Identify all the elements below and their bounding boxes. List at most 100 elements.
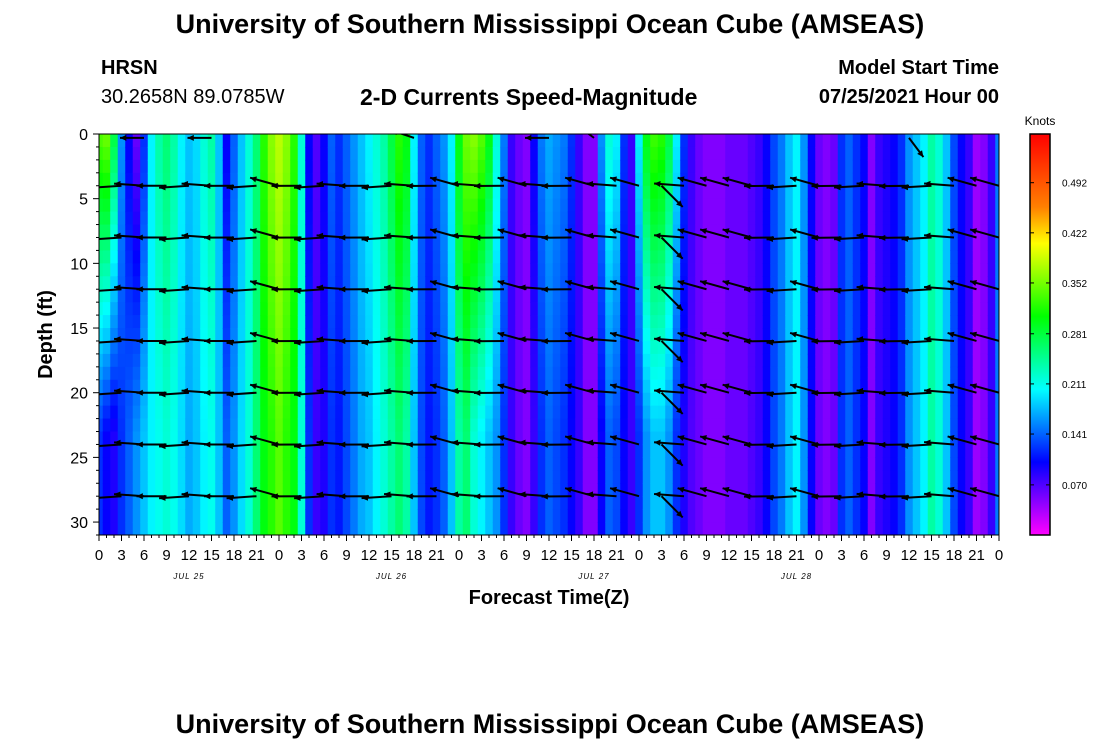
- heat-cell: [515, 522, 524, 535]
- heat-cell: [845, 328, 854, 342]
- heat-cell: [845, 444, 854, 458]
- station-coordinates: 30.2658N 89.0785W: [101, 86, 285, 108]
- heat-cell: [920, 159, 929, 174]
- heat-cell: [267, 172, 276, 187]
- heat-cell: [462, 483, 471, 497]
- heat-cell: [987, 522, 996, 535]
- heat-cell: [845, 146, 854, 161]
- heat-cell: [275, 405, 284, 420]
- current-vector: [226, 236, 257, 243]
- heat-cell: [365, 315, 374, 329]
- heat-cell: [755, 496, 764, 510]
- heat-cell: [695, 276, 704, 290]
- heat-cell: [312, 483, 321, 497]
- heat-cell: [837, 366, 846, 381]
- heat-cell: [620, 211, 629, 226]
- current-vector: [766, 494, 797, 501]
- heat-cell: [897, 198, 906, 213]
- heat-cell: [642, 289, 651, 303]
- heat-cell: [957, 483, 966, 497]
- heat-cell: [530, 483, 539, 497]
- heat-cell: [117, 522, 126, 535]
- heat-cell: [830, 302, 839, 316]
- heat-cell: [942, 263, 951, 277]
- current-vector-head: [947, 176, 955, 183]
- heat-cell: [807, 276, 816, 290]
- current-vector-head: [474, 389, 481, 396]
- heat-cell: [957, 379, 966, 394]
- heat-cell: [927, 159, 936, 174]
- heat-cell: [545, 522, 554, 535]
- heat-cell: [207, 405, 216, 420]
- heat-cell: [312, 250, 321, 264]
- heat-cell: [725, 263, 734, 277]
- heat-cell: [747, 289, 756, 303]
- current-vector-head: [586, 232, 594, 239]
- heat-cell: [702, 134, 711, 148]
- heat-cell: [882, 353, 891, 368]
- heat-cell: [282, 483, 291, 497]
- heat-cell: [267, 353, 276, 368]
- heat-cell: [410, 496, 419, 510]
- heat-cell: [275, 224, 284, 239]
- heat-cell: [800, 289, 809, 303]
- heat-cell: [357, 276, 366, 290]
- heat-cell: [447, 263, 456, 277]
- heat-cell: [980, 328, 989, 342]
- heat-cell: [912, 237, 921, 252]
- heat-cell: [252, 496, 261, 510]
- heat-cell: [732, 146, 741, 161]
- heat-cell: [605, 405, 614, 420]
- heat-cell: [567, 353, 576, 368]
- heat-cell: [470, 263, 479, 277]
- current-vector: [969, 383, 999, 394]
- heat-cell: [365, 250, 374, 264]
- heat-cell: [590, 444, 599, 458]
- heat-cell: [357, 379, 366, 394]
- heat-cell: [935, 172, 944, 187]
- heat-cell: [957, 405, 966, 420]
- heat-cell: [545, 172, 554, 187]
- current-vector: [120, 134, 144, 141]
- heat-cell: [357, 315, 366, 329]
- heat-cell: [755, 224, 764, 239]
- heat-cell: [552, 340, 561, 355]
- heat-cell: [245, 340, 254, 355]
- heat-cell: [800, 522, 809, 535]
- heat-cell: [785, 483, 794, 497]
- current-vector-head: [811, 234, 818, 241]
- heat-cell: [455, 289, 464, 303]
- heat-cell: [807, 315, 816, 329]
- heat-cell: [770, 289, 779, 303]
- heat-cell: [770, 405, 779, 420]
- heat-cell: [597, 431, 606, 446]
- heat-cell: [972, 496, 981, 510]
- heat-cell: [207, 211, 216, 226]
- heat-cell: [312, 276, 321, 290]
- heat-cell: [867, 340, 876, 355]
- heat-cell: [605, 522, 614, 535]
- heat-cell: [252, 146, 261, 161]
- heat-cell: [99, 263, 104, 277]
- heat-cell: [402, 340, 411, 355]
- heat-cell: [912, 496, 921, 510]
- heat-cell: [237, 250, 246, 264]
- heat-cell: [537, 328, 546, 342]
- heat-cell: [560, 444, 569, 458]
- heat-cell: [312, 444, 321, 458]
- heat-cell: [680, 522, 689, 535]
- current-vector-head: [676, 407, 683, 414]
- heat-cell: [185, 237, 194, 252]
- heat-cell: [440, 457, 449, 471]
- heat-cell: [905, 328, 914, 342]
- current-vector: [660, 495, 684, 519]
- heat-cell: [680, 392, 689, 407]
- heat-cell: [687, 340, 696, 355]
- heat-cell: [290, 431, 299, 446]
- heat-cell: [462, 470, 471, 484]
- heat-cell: [350, 315, 359, 329]
- heat-cell: [350, 198, 359, 213]
- heat-cell: [372, 366, 381, 381]
- heat-cell: [815, 315, 824, 329]
- heat-cell: [245, 379, 254, 394]
